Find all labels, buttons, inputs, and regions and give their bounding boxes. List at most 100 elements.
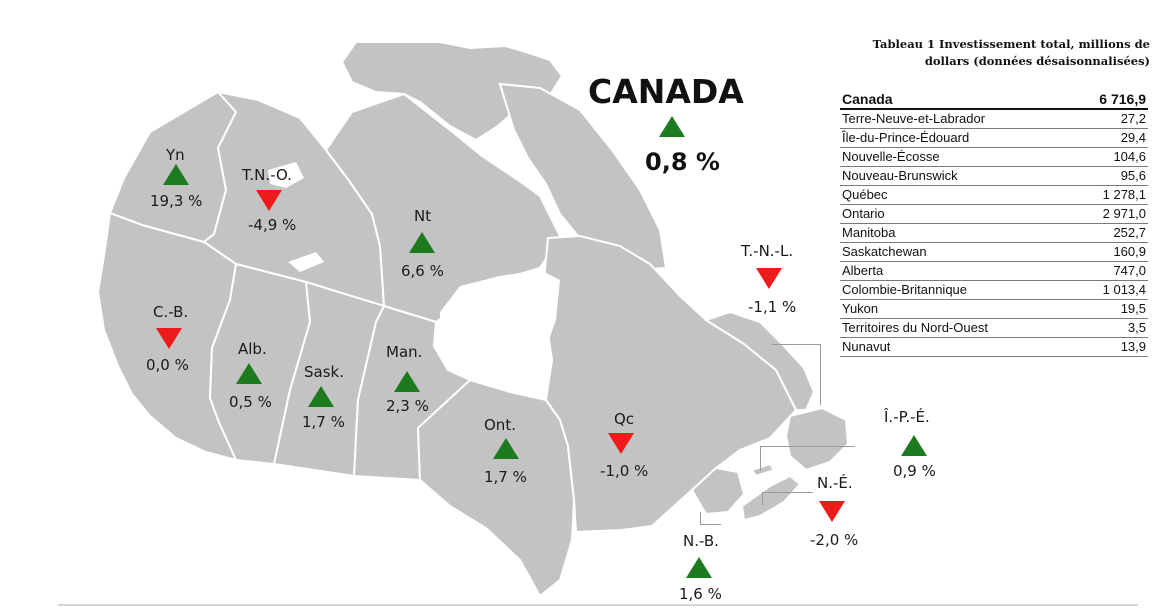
region-change-ne: -2,0 % xyxy=(810,531,859,549)
row-value: 29,4 xyxy=(1070,128,1148,148)
row-value: 1 278,1 xyxy=(1070,185,1148,205)
row-name: Colombie-Britannique xyxy=(840,280,1071,300)
region-change-sask: 1,7 % xyxy=(302,413,345,431)
row-name: Nunavut xyxy=(840,337,1071,357)
region-indicator-sask xyxy=(308,386,334,407)
bottom-rule xyxy=(58,604,1138,606)
table-row: Ontario 2 971,0 xyxy=(840,204,1148,224)
region-indicator-ont xyxy=(493,438,519,459)
region-indicator-man xyxy=(394,371,420,392)
leader-ns xyxy=(762,492,813,505)
region-indicator-tnl xyxy=(756,268,782,289)
table-row-total: Canada 6 716,9 xyxy=(840,90,1148,110)
region-change-cb: 0,0 % xyxy=(146,356,189,374)
table-row: Saskatchewan 160,9 xyxy=(840,242,1148,262)
region-nl-labrador-shape xyxy=(703,310,816,411)
region-label-man: Man. xyxy=(386,343,423,361)
row-value: 13,9 xyxy=(1070,337,1148,357)
region-indicator-nb xyxy=(686,557,712,578)
region-label-ipe: Î.-P.-É. xyxy=(884,408,930,426)
table-row: Colombie-Britannique 1 013,4 xyxy=(840,280,1148,300)
table-row: Nouveau-Brunswick 95,6 xyxy=(840,166,1148,186)
region-change-yn: 19,3 % xyxy=(150,192,203,210)
region-label-nt: Nt xyxy=(414,207,432,225)
region-change-ipe: 0,9 % xyxy=(893,462,936,480)
row-value: 747,0 xyxy=(1070,261,1148,281)
row-value: 252,7 xyxy=(1070,223,1148,243)
leader-nb xyxy=(700,512,721,525)
table-row: Territoires du Nord-Ouest 3,5 xyxy=(840,318,1148,338)
region-change-qc: -1,0 % xyxy=(600,462,649,480)
region-change-tnl: -1,1 % xyxy=(748,298,797,316)
region-nl-island-shape xyxy=(784,406,850,472)
region-change-man: 2,3 % xyxy=(386,397,429,415)
table-title-line-1: Tableau 1 Investissement total, millions… xyxy=(872,37,1150,51)
region-label-tnl: T.-N.-L. xyxy=(741,242,794,260)
region-label-qc: Qc xyxy=(614,410,635,428)
row-name: Manitoba xyxy=(840,223,1071,243)
region-change-nb: 1,6 % xyxy=(679,585,722,603)
region-label-yn: Yn xyxy=(166,146,185,164)
row-name: Alberta xyxy=(840,261,1071,281)
region-change-alb: 0,5 % xyxy=(229,393,272,411)
region-indicator-ipe xyxy=(901,435,927,456)
row-name: Terre-Neuve-et-Labrador xyxy=(840,109,1071,129)
table-row: Yukon 19,5 xyxy=(840,299,1148,319)
row-value: 27,2 xyxy=(1070,109,1148,129)
table-row: Nouvelle-Écosse 104,6 xyxy=(840,147,1148,167)
row-name: Yukon xyxy=(840,299,1071,319)
national-name: CANADA xyxy=(588,72,744,111)
leader-tnl xyxy=(772,344,821,405)
region-indicator-ne xyxy=(819,501,845,522)
region-indicator-tno xyxy=(256,190,282,211)
table-row: Manitoba 252,7 xyxy=(840,223,1148,243)
table-row: Québec 1 278,1 xyxy=(840,185,1148,205)
row-name: Canada xyxy=(840,90,1071,110)
region-ontario-shape xyxy=(416,378,576,598)
region-indicator-yn xyxy=(163,164,189,185)
region-label-ont: Ont. xyxy=(484,416,516,434)
row-name: Île-du-Prince-Édouard xyxy=(840,128,1071,148)
region-indicator-qc xyxy=(608,433,634,454)
region-indicator-alb xyxy=(236,363,262,384)
region-ns-shape xyxy=(740,474,802,522)
leader-ipe xyxy=(760,446,855,471)
region-label-sask: Sask. xyxy=(304,363,344,381)
row-value: 3,5 xyxy=(1070,318,1148,338)
row-name: Nouvelle-Écosse xyxy=(840,147,1071,167)
region-change-ont: 1,7 % xyxy=(484,468,527,486)
row-name: Québec xyxy=(840,185,1071,205)
row-value: 104,6 xyxy=(1070,147,1148,167)
table-row: Île-du-Prince-Édouard 29,4 xyxy=(840,128,1148,148)
region-change-nt: 6,6 % xyxy=(401,262,444,280)
row-value: 95,6 xyxy=(1070,166,1148,186)
region-nb-shape xyxy=(690,466,746,516)
row-name: Ontario xyxy=(840,204,1071,224)
region-label-ne: N.-É. xyxy=(817,474,853,492)
national-up-indicator xyxy=(659,116,685,137)
row-name: Territoires du Nord-Ouest xyxy=(840,318,1071,338)
region-indicator-cb xyxy=(156,328,182,349)
region-label-nb: N.-B. xyxy=(683,532,719,550)
row-name: Nouveau-Brunswick xyxy=(840,166,1071,186)
region-change-tno: -4,9 % xyxy=(248,216,297,234)
region-arctic-islands-shape xyxy=(340,41,564,142)
great-slave-lake xyxy=(288,252,324,272)
hudson-bay xyxy=(440,270,560,398)
table-title: Tableau 1 Investissement total, millions… xyxy=(820,36,1150,70)
row-value: 2 971,0 xyxy=(1070,204,1148,224)
row-name: Saskatchewan xyxy=(840,242,1071,262)
row-value: 19,5 xyxy=(1070,299,1148,319)
region-pei-shape xyxy=(750,462,776,478)
national-change: 0,8 % xyxy=(645,148,720,176)
region-indicator-nt xyxy=(409,232,435,253)
great-bear-lake xyxy=(268,162,304,188)
table-row: Alberta 747,0 xyxy=(840,261,1148,281)
region-nunavut-shape xyxy=(324,92,562,324)
table-title-line-2: dollars (données désaisonnalisées) xyxy=(924,54,1150,68)
row-value: 6 716,9 xyxy=(1070,90,1148,110)
region-label-tno: T.N.-O. xyxy=(242,166,292,184)
region-label-alb: Alb. xyxy=(238,340,267,358)
row-value: 160,9 xyxy=(1070,242,1148,262)
row-value: 1 013,4 xyxy=(1070,280,1148,300)
